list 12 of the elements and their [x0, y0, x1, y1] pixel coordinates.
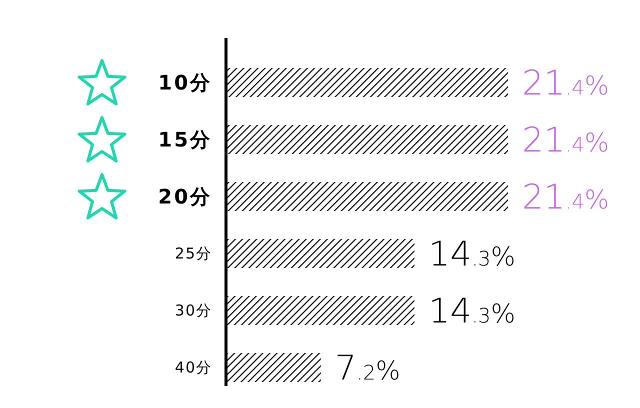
y-tick-label: 40分: [174, 358, 212, 376]
y-tick-label: 15分: [158, 128, 212, 152]
y-tick-label: 30分: [174, 302, 212, 320]
y-tick-label: 25分: [174, 244, 212, 262]
data-label: 14.3%: [428, 234, 516, 274]
data-label: 21.4%: [522, 120, 610, 160]
data-label: 14.3%: [428, 292, 516, 332]
data-label: 21.4%: [522, 178, 610, 218]
y-tick-label: 10分: [158, 70, 212, 94]
data-label: 7.2%: [334, 348, 400, 388]
y-tick-label: 20分: [158, 184, 212, 208]
data-label: 21.4%: [522, 64, 610, 104]
